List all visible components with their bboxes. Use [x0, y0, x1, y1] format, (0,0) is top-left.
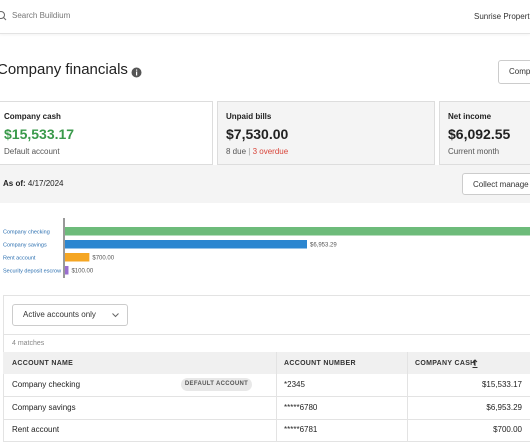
overdue: 3 overdue: [252, 147, 289, 156]
bar-value-label: $100.00: [71, 268, 93, 274]
top-bar: [0, 0, 530, 34]
table-header: [3, 352, 530, 374]
bar-category: Rent account: [3, 255, 36, 261]
card[interactable]: Unpaid bills $7,530.00 8 due | 3 overdue: [217, 101, 435, 165]
sort-icon[interactable]: [472, 359, 478, 368]
account-number: *****6781: [284, 425, 318, 434]
bar-category: Company savings: [3, 242, 47, 248]
card-label: Net income: [448, 112, 492, 121]
column-header[interactable]: ACCOUNT NAME: [12, 360, 74, 367]
column-divider: [276, 352, 277, 442]
account-number: *****6780: [284, 402, 318, 412]
account-name[interactable]: Sunrise Propert: [474, 12, 530, 21]
page-button[interactable]: Comp: [498, 60, 530, 84]
match-count: 4 matches: [12, 340, 45, 347]
info-icon[interactable]: [131, 67, 142, 78]
card-value: $15,533.17: [4, 126, 75, 142]
bar: [65, 266, 69, 275]
filter-dropdown[interactable]: Active accounts only: [12, 304, 128, 326]
page-title: Company financials: [0, 61, 128, 78]
card-value: $6,092.55: [448, 126, 511, 142]
due: 8 due: [226, 147, 247, 156]
dropdown-text: Active accounts only: [23, 310, 96, 319]
account-number: *2345: [284, 380, 305, 389]
company-cash: $700.00: [493, 425, 522, 434]
card-sub: Current month: [448, 147, 500, 156]
as-of: As of: 4/17/2024: [3, 179, 64, 188]
bar: [65, 227, 530, 236]
card[interactable]: Net income $6,092.55 Current month: [439, 101, 530, 165]
account-name[interactable]: Rent account: [12, 425, 60, 434]
chart: Company checking Company savings $6,953.29…: [3, 218, 530, 278]
as-of-date: 4/17/2024: [27, 179, 64, 188]
separator: |: [248, 147, 251, 156]
column-header[interactable]: COMPANY CASH: [415, 360, 476, 367]
card-label: Unpaid bills: [226, 112, 272, 121]
bar-category: Security deposit escrow: [3, 268, 61, 274]
column-header[interactable]: ACCOUNT NUMBER: [284, 360, 356, 367]
search-icon[interactable]: [0, 10, 8, 22]
card-sub: Default account: [4, 147, 60, 156]
as-of-label: As of:: [3, 179, 26, 188]
account-name[interactable]: Company checking: [12, 380, 81, 389]
card[interactable]: Company cash $15,533.17 Default account: [0, 101, 213, 165]
row-divider: [3, 418, 530, 420]
bar-category: Company checking: [3, 229, 50, 235]
company-cash: $15,533.17: [481, 380, 522, 389]
bar: [65, 253, 90, 262]
card-sub: 8 due | 3 overdue: [226, 147, 288, 156]
as-of-bar: [0, 165, 530, 203]
card-value: $7,530.00: [226, 126, 289, 142]
row-divider: [3, 396, 530, 397]
bar-value-label: $6,953.29: [310, 242, 337, 248]
divider: [3, 334, 530, 335]
collect-button[interactable]: Collect manage: [462, 173, 530, 195]
bar: [65, 240, 307, 249]
column-divider: [407, 352, 408, 442]
chevron: [112, 313, 119, 318]
search-input[interactable]: Search Buildium: [12, 11, 71, 20]
card-label: Company cash: [4, 112, 61, 121]
badge: DEFAULT ACCOUNT: [181, 378, 252, 391]
company-cash: $6,953.29: [486, 402, 522, 412]
bar-value-label: $700.00: [92, 255, 114, 261]
account-name[interactable]: Company savings: [12, 402, 76, 412]
